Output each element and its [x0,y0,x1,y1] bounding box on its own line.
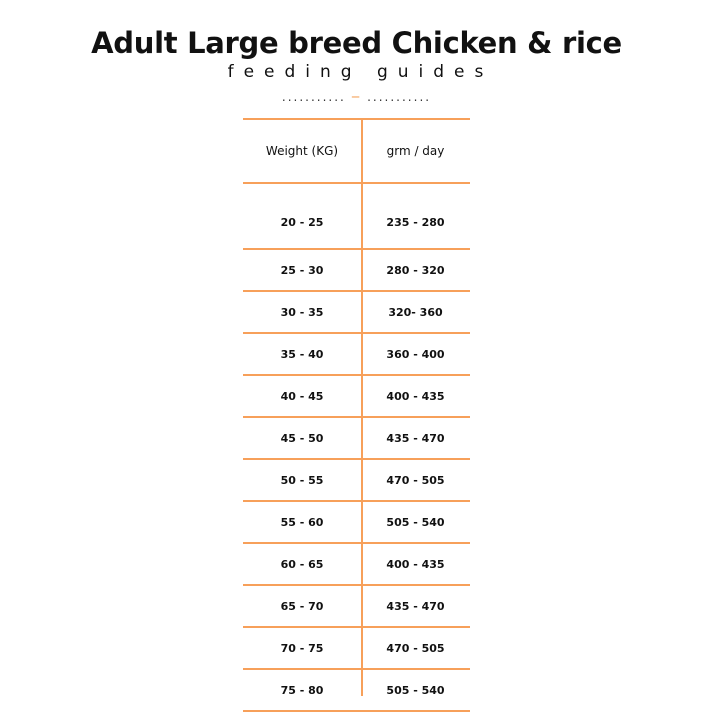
weight-cell: 25 - 30 [280,263,324,277]
bone-icon: ─ [351,90,362,104]
divider-dots-left: ........... [281,90,346,104]
weight-cell: 75 - 80 [280,683,324,697]
weight-cell: 50 - 55 [280,473,324,487]
grams-cell: 320- 360 [388,305,443,319]
table-row: 75 - 80 505 - 540 [243,670,470,712]
grams-cell: 280 - 320 [386,263,445,277]
grams-cell: 400 - 435 [386,389,445,403]
page-subtitle: feeding guides [227,62,494,82]
weight-cell: 45 - 50 [280,431,324,445]
grams-cell: 505 - 540 [386,683,445,697]
weight-cell: 20 - 25 [280,215,324,229]
header-grams-per-day: grm / day [386,144,445,158]
weight-cell: 65 - 70 [280,599,324,613]
column-divider [361,118,363,696]
table-row: 45 - 50 435 - 470 [243,418,470,460]
page-title: Adult Large breed Chicken & rice [91,26,622,60]
table-row: 65 - 70 435 - 470 [243,586,470,628]
grams-cell: 360 - 400 [386,347,445,361]
table-row: 55 - 60 505 - 540 [243,502,470,544]
table-row: 35 - 40 360 - 400 [243,334,470,376]
grams-cell: 470 - 505 [386,641,445,655]
decorative-divider: ........... ─........... [0,90,713,104]
table-row: 30 - 35 320- 360 [243,292,470,334]
weight-cell: 70 - 75 [280,641,324,655]
table-row: 20 - 25 235 - 280 [243,184,470,250]
weight-cell: 40 - 45 [280,389,324,403]
weight-cell: 55 - 60 [280,515,324,529]
grams-cell: 470 - 505 [386,473,445,487]
header-weight: Weight (KG) [265,144,339,158]
feeding-table: Weight (KG) grm / day 20 - 25 235 - 280 25… [243,118,470,712]
divider-dots-right: ........... [367,90,432,104]
table-row: 50 - 55 470 - 505 [243,460,470,502]
table-row: 25 - 30 280 - 320 [243,250,470,292]
weight-cell: 60 - 65 [280,557,324,571]
grams-cell: 435 - 470 [386,599,445,613]
table-row: 70 - 75 470 - 505 [243,628,470,670]
table-row: 60 - 65 400 - 435 [243,544,470,586]
grams-cell: 505 - 540 [386,515,445,529]
grams-cell: 435 - 470 [386,431,445,445]
table-row: 40 - 45 400 - 435 [243,376,470,418]
grams-cell: 400 - 435 [386,557,445,571]
table-header-row: Weight (KG) grm / day [243,120,470,184]
weight-cell: 35 - 40 [280,347,324,361]
grams-cell: 235 - 280 [386,215,445,229]
weight-cell: 30 - 35 [280,305,324,319]
